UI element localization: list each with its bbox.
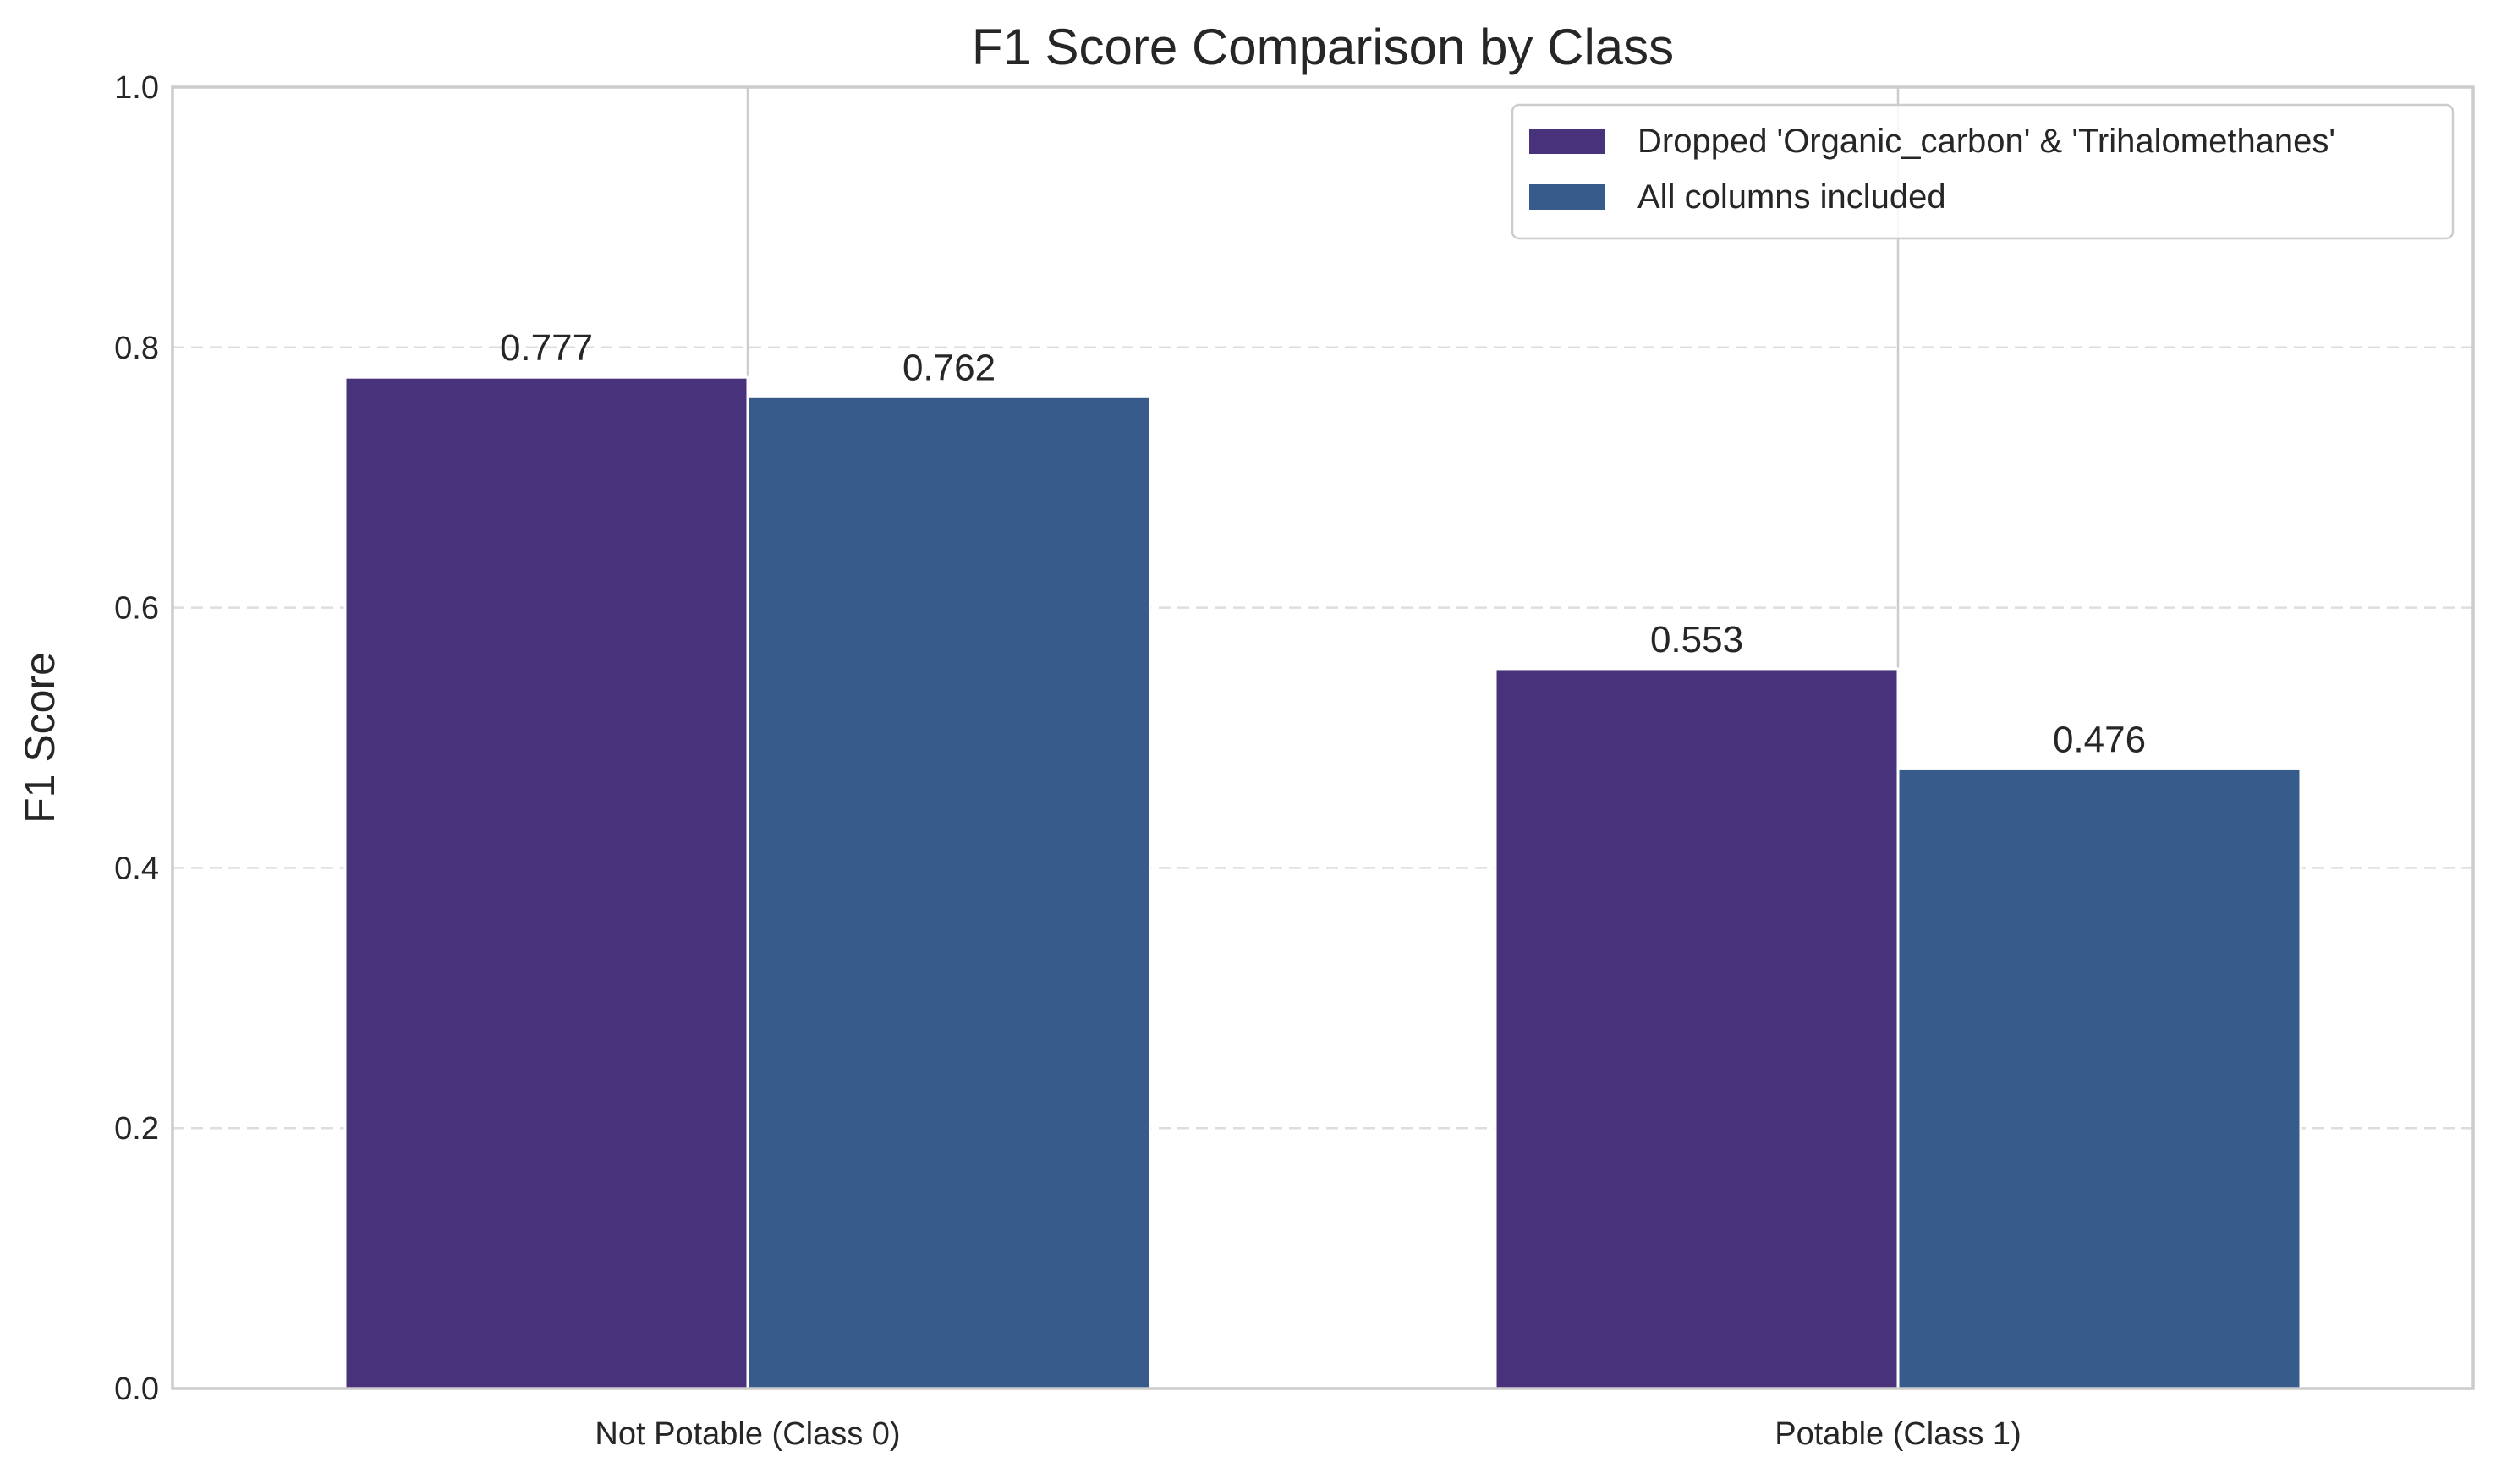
y-tick-label: 0.2 [114, 1111, 159, 1147]
y-tick-label: 0.6 [114, 591, 159, 627]
bar-value-labels: 0.777 0.553 0.762 0.476 [500, 327, 2146, 760]
y-tick-labels: 0.0 0.2 0.4 0.6 0.8 1.0 [114, 70, 159, 1407]
x-tick-labels: Not Potable (Class 0) Potable (Class 1) [595, 1416, 2021, 1452]
legend: Dropped 'Organic_carbon' & 'Trihalometha… [1511, 103, 2455, 240]
y-tick-label: 0.8 [114, 331, 159, 366]
legend-swatch [1529, 129, 1605, 154]
x-tick-label: Potable (Class 1) [1775, 1416, 2021, 1452]
legend-label: All columns included [1637, 178, 1946, 216]
bar [746, 395, 1152, 1390]
bar-value-label: 0.476 [2053, 719, 2146, 760]
plot-frame [171, 85, 2475, 1390]
legend-frame [1511, 103, 2455, 240]
bar [1896, 767, 2302, 1390]
legend-label: Dropped 'Organic_carbon' & 'Trihalometha… [1637, 123, 2335, 160]
bar [343, 375, 749, 1390]
chart-title: F1 Score Comparison by Class [972, 19, 1674, 75]
bar-value-label: 0.553 [1650, 619, 1743, 660]
bar-value-label: 0.762 [902, 347, 996, 388]
bar-value-label: 0.777 [500, 327, 593, 369]
x-tick-label: Not Potable (Class 0) [595, 1416, 900, 1452]
bar [1494, 667, 1900, 1390]
legend-swatch [1529, 184, 1605, 210]
y-tick-label: 0.4 [114, 851, 159, 886]
bars [343, 375, 2302, 1390]
y-tick-label: 1.0 [114, 70, 159, 106]
y-axis-title: F1 Score [16, 652, 63, 824]
y-tick-label: 0.0 [114, 1372, 159, 1407]
